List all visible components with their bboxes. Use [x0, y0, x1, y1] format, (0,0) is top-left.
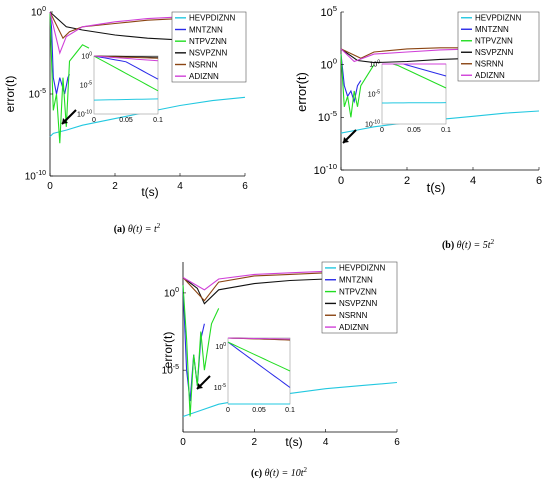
inset-plot: 0 0.05 0.1 100 10-5 10-10 [77, 52, 163, 125]
y-tick-label: 10-10 [314, 162, 337, 177]
zoom-arrow-head [197, 383, 203, 389]
x-axis-label: t(s) [427, 180, 446, 195]
series-line-mntznn [340, 54, 362, 104]
inset-x-tick-label: 0.1 [153, 117, 163, 124]
y-tick-label: 10-10 [25, 170, 46, 183]
x-tick-label: 6 [394, 437, 400, 448]
legend: HEVPDIZNN MNTZNN NTPVZNN NSVPZNN NSRNN ADIZNN [171, 11, 247, 83]
inset-x-tick-label: 0.1 [441, 127, 451, 134]
y-axis-label: error(t) [161, 332, 175, 369]
legend-entry: MNTZNN [475, 25, 509, 34]
inset-x-tick-label: 0.05 [407, 127, 421, 134]
x-tick-label: 0 [47, 181, 53, 192]
inset-frame [227, 337, 291, 405]
y-tick-label: 105 [320, 4, 337, 19]
inset-x-tick-label: 0 [380, 127, 384, 134]
legend-entry: ADIZNN [475, 71, 505, 80]
x-tick-label: 0 [338, 175, 344, 187]
series-line-hevpdiznn [49, 96, 246, 137]
legend-entry: NSVPZNN [475, 48, 513, 57]
x-tick-label: 4 [323, 437, 329, 448]
x-tick-label: 2 [112, 181, 118, 192]
inset-series-line-mntznn [93, 55, 159, 80]
inset-y-tick-label: 100 [215, 342, 226, 351]
inset-frame [93, 55, 159, 115]
x-tick-label: 4 [177, 181, 183, 192]
inset-x-tick-label: 0 [92, 117, 96, 124]
inset-series-line-hevpdiznn [93, 98, 159, 101]
y-axis-label: error(t) [294, 72, 309, 112]
zoom-arrow-head [62, 118, 68, 124]
y-tick-label: 100 [31, 6, 46, 19]
x-tick-label: 2 [252, 437, 258, 448]
legend-entry: NSVPZNN [339, 299, 377, 308]
series-line-ntpvznn [340, 54, 375, 118]
inset-plot: 0 0.05 0.1 100 10-5 10-10 [365, 60, 451, 135]
legend-entry: HEVPDIZNN [339, 264, 385, 273]
inset-y-tick-label: 100 [369, 60, 380, 69]
y-tick-label: 10-5 [162, 364, 179, 377]
legend-box [321, 261, 398, 334]
y-tick-label: 100 [320, 57, 337, 72]
chart-panel-c: 0 2 4 6 100 10-5 t(s) error(t) 0 0.05 0.1 100 10-5 HE… [161, 261, 400, 479]
legend-entry: NTPVZNN [189, 37, 227, 46]
y-tick-label: 10-5 [318, 109, 337, 124]
legend-entry: HEVPDIZNN [189, 14, 235, 23]
inset-y-tick-label: 10-5 [214, 383, 226, 392]
inset-series-line-adiznn [227, 337, 291, 340]
inset-series-line-ntpvznn [93, 55, 159, 92]
inset-x-tick-label: 0.05 [119, 117, 133, 124]
inset-x-tick-label: 0.05 [252, 407, 266, 414]
legend-entry: NSRNN [189, 60, 218, 69]
series-line-ntpvznn [182, 285, 220, 417]
inset-y-tick-label: 10-5 [80, 81, 92, 90]
zoom-arrow-head [343, 137, 349, 143]
panel-caption: (b) θ(t) = 5t2 [442, 238, 495, 251]
x-axis-label: t(s) [285, 435, 302, 449]
x-tick-label: 0 [180, 437, 186, 448]
series-line-mntznn [49, 11, 70, 95]
legend-entry: NSRNN [475, 60, 504, 69]
inset-series-line-mntznn [227, 341, 291, 388]
legend-entry: MNTZNN [339, 276, 373, 285]
x-axis-label: t(s) [141, 185, 158, 199]
panel-caption: (c) θ(t) = 10t2 [251, 466, 308, 479]
y-tick-label: 100 [164, 287, 179, 300]
inset-frame [381, 63, 447, 125]
legend-entry: NSVPZNN [189, 49, 227, 58]
inset-y-tick-label: 10-10 [77, 110, 92, 119]
inset-y-tick-label: 10-10 [365, 120, 380, 129]
inset-x-tick-label: 0.1 [285, 407, 295, 414]
inset-series-line-ntpvznn [227, 341, 291, 372]
inset-y-tick-label: 10-5 [368, 90, 380, 99]
legend-entry: ADIZNN [189, 72, 219, 81]
chart-panel-b: 0 2 4 6 105 100 10-5 10-10 t(s) error(t) 0 0.05 0.1 1… [294, 4, 542, 251]
legend-entry: NTPVZNN [339, 287, 377, 296]
inset-plot: 0 0.05 0.1 100 10-5 [214, 337, 295, 414]
chart-panel-a: 0 2 4 6 100 10-5 10-10 t(s) error(t) 0 0.05 0.1 100 1… [3, 6, 248, 235]
y-axis-label: error(t) [3, 76, 17, 113]
x-tick-label: 6 [242, 181, 248, 192]
legend-box [171, 11, 247, 83]
inset-y-tick-label: 100 [81, 52, 92, 61]
x-tick-label: 6 [536, 175, 542, 187]
inset-x-tick-label: 0 [226, 407, 230, 414]
y-tick-label: 10-5 [29, 88, 46, 101]
legend: HEVPDIZNN MNTZNN NTPVZNN NSVPZNN NSRNN ADIZNN [457, 11, 540, 82]
x-tick-label: 4 [470, 175, 476, 187]
inset-series-line-adiznn [93, 55, 159, 62]
legend-entry: HEVPDIZNN [475, 14, 521, 23]
panel-caption: (a) θ(t) = t2 [114, 222, 161, 235]
legend-entry: MNTZNN [189, 25, 223, 34]
legend: HEVPDIZNN MNTZNN NTPVZNN NSVPZNN NSRNN ADIZNN [321, 261, 398, 334]
x-tick-label: 2 [404, 175, 410, 187]
legend-entry: NTPVZNN [475, 37, 513, 46]
legend-entry: ADIZNN [339, 323, 369, 332]
legend-box [457, 11, 540, 82]
legend-entry: NSRNN [339, 311, 368, 320]
